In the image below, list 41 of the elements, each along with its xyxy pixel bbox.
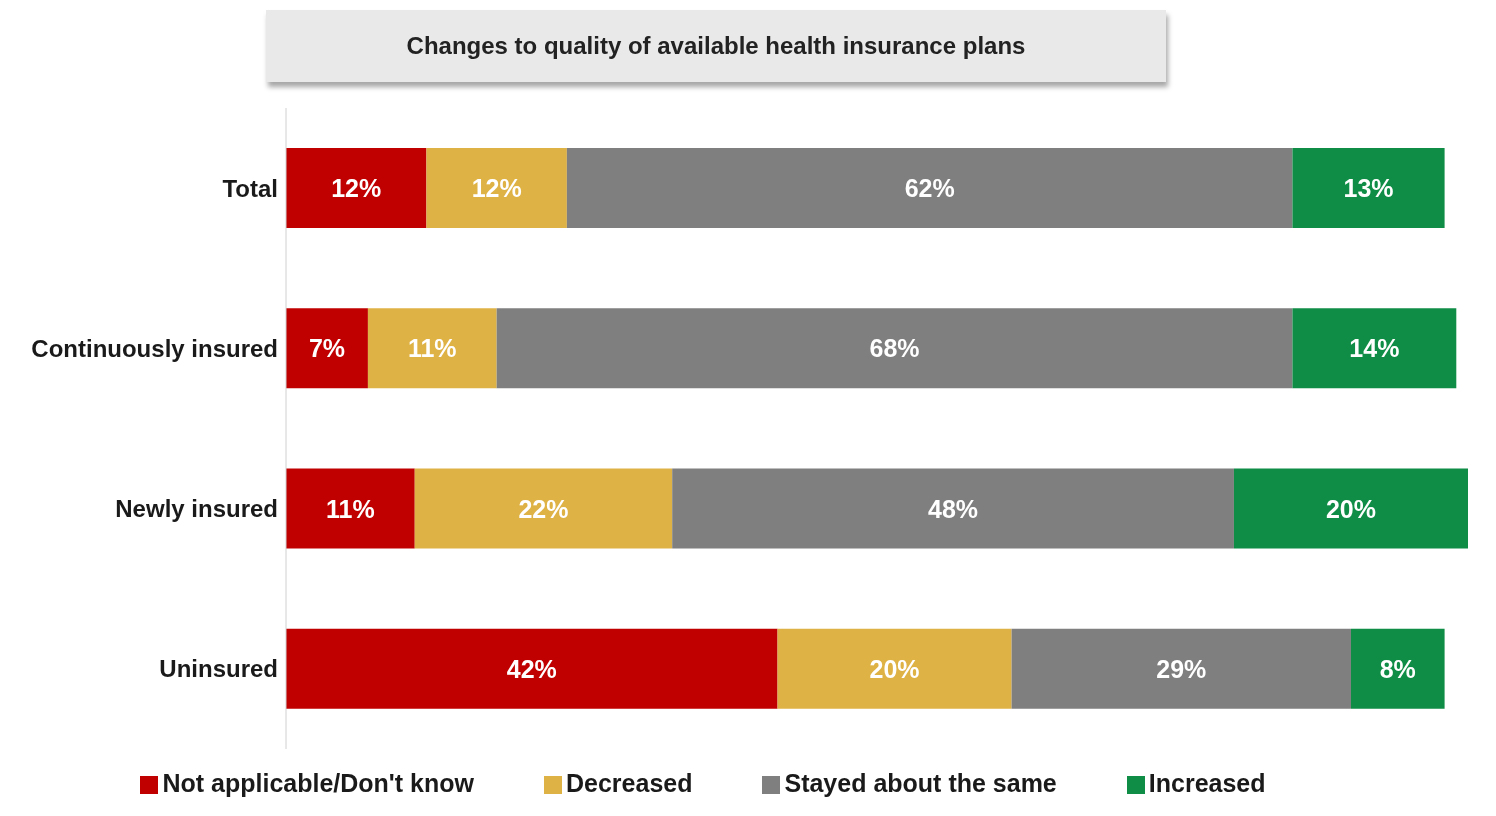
data-label: 20% <box>1325 494 1376 523</box>
data-label: 48% <box>928 494 979 523</box>
bar <box>1350 628 1445 709</box>
data-label: 11% <box>407 334 457 363</box>
bar <box>777 628 1012 709</box>
bar <box>566 148 1293 229</box>
data-label: 22% <box>518 494 569 523</box>
bar <box>414 468 673 549</box>
y-tick-label: Continuously insured <box>31 334 278 362</box>
data-label: 68% <box>869 334 920 363</box>
bar <box>286 148 427 229</box>
legend-label: Stayed about the same <box>784 769 1057 797</box>
bar <box>286 468 415 549</box>
bar <box>426 148 567 229</box>
data-label: 13% <box>1343 174 1394 203</box>
bar <box>1011 628 1351 709</box>
data-label: 29% <box>1156 654 1207 683</box>
data-label: 11% <box>326 494 375 523</box>
y-tick-label: Newly insured <box>115 495 278 523</box>
bar <box>496 308 1293 389</box>
bar <box>1292 308 1457 389</box>
y-tick-label: Uninsured <box>159 655 278 683</box>
data-label: 12% <box>471 174 522 203</box>
bar <box>1292 148 1445 229</box>
y-tick-label: Total <box>222 174 278 202</box>
legend-label: Increased <box>1148 769 1266 797</box>
data-label: 62% <box>904 174 955 203</box>
data-label: 7% <box>308 334 346 363</box>
bar <box>1233 468 1468 549</box>
bar <box>672 468 1234 549</box>
chart-title: Changes to quality of available health insurance plans <box>266 10 1166 82</box>
data-label: 42% <box>506 654 557 683</box>
bar <box>367 308 497 389</box>
bar <box>286 308 368 389</box>
legend-label: Not applicable/Don't know <box>162 769 474 797</box>
legend-label: Decreased <box>565 769 693 797</box>
data-label: 20% <box>869 654 920 683</box>
bar <box>286 628 778 709</box>
data-label: 8% <box>1379 654 1416 683</box>
data-label: 12% <box>331 174 382 203</box>
data-label: 14% <box>1349 334 1400 363</box>
